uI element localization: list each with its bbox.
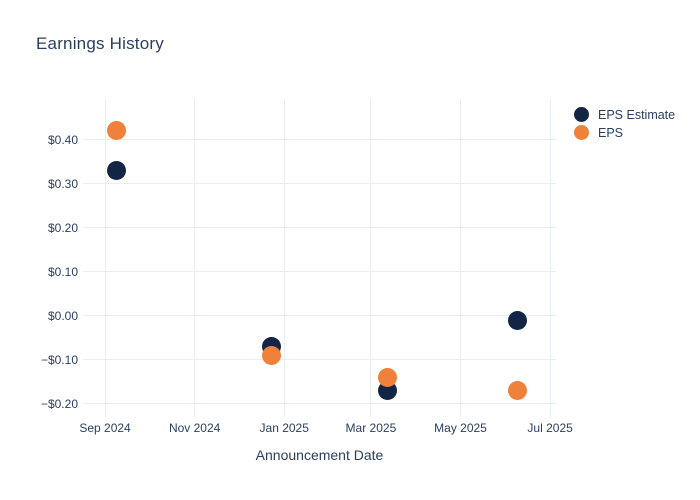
- data-point-eps[interactable]: [261, 345, 281, 365]
- eps-estimate-marker-icon: [574, 107, 589, 122]
- x-gridline: [283, 100, 285, 417]
- y-tick-label: $0.20: [47, 220, 78, 235]
- chart-title: Earnings History: [36, 34, 164, 53]
- data-point-eps-estimate[interactable]: [508, 310, 528, 330]
- x-tick-label: Sep 2024: [79, 421, 131, 435]
- legend-label-eps: EPS: [598, 125, 624, 140]
- x-gridline: [194, 100, 196, 417]
- legend-label-eps-estimate: EPS Estimate: [598, 107, 676, 122]
- x-tick-label: Jan 2025: [259, 421, 309, 435]
- y-tick-label: $0.40: [47, 132, 78, 147]
- x-tick-label: May 2025: [434, 421, 487, 435]
- data-point-eps[interactable]: [107, 121, 127, 141]
- data-point-eps-estimate[interactable]: [107, 160, 127, 180]
- y-tick-label: $0.30: [47, 176, 78, 191]
- legend: EPS Estimate EPS: [574, 106, 675, 142]
- x-gridline: [104, 100, 106, 417]
- legend-item-eps-estimate[interactable]: EPS Estimate: [574, 106, 675, 123]
- y-gridline: [83, 139, 556, 141]
- x-axis-title: Announcement Date: [255, 447, 384, 463]
- y-gridline: [83, 403, 556, 405]
- x-gridline: [460, 100, 462, 417]
- eps-marker-icon: [574, 125, 589, 140]
- x-gridline: [549, 100, 551, 417]
- x-tick-label: Jul 2025: [527, 421, 573, 435]
- y-gridline: [83, 183, 556, 185]
- y-gridline: [83, 271, 556, 273]
- x-gridline: [370, 100, 372, 417]
- y-tick-label: $0.00: [47, 308, 78, 323]
- y-gridline: [83, 315, 556, 317]
- legend-item-eps[interactable]: EPS: [574, 124, 675, 141]
- x-tick-label: Nov 2024: [168, 421, 221, 435]
- data-point-eps[interactable]: [377, 367, 397, 387]
- y-gridline: [83, 227, 556, 229]
- data-point-eps[interactable]: [508, 381, 528, 401]
- x-tick-label: Mar 2025: [345, 421, 397, 435]
- y-gridline: [83, 359, 556, 361]
- y-tick-label: −$0.20: [40, 396, 78, 411]
- y-tick-label: −$0.10: [40, 352, 78, 367]
- y-tick-label: $0.10: [47, 264, 78, 279]
